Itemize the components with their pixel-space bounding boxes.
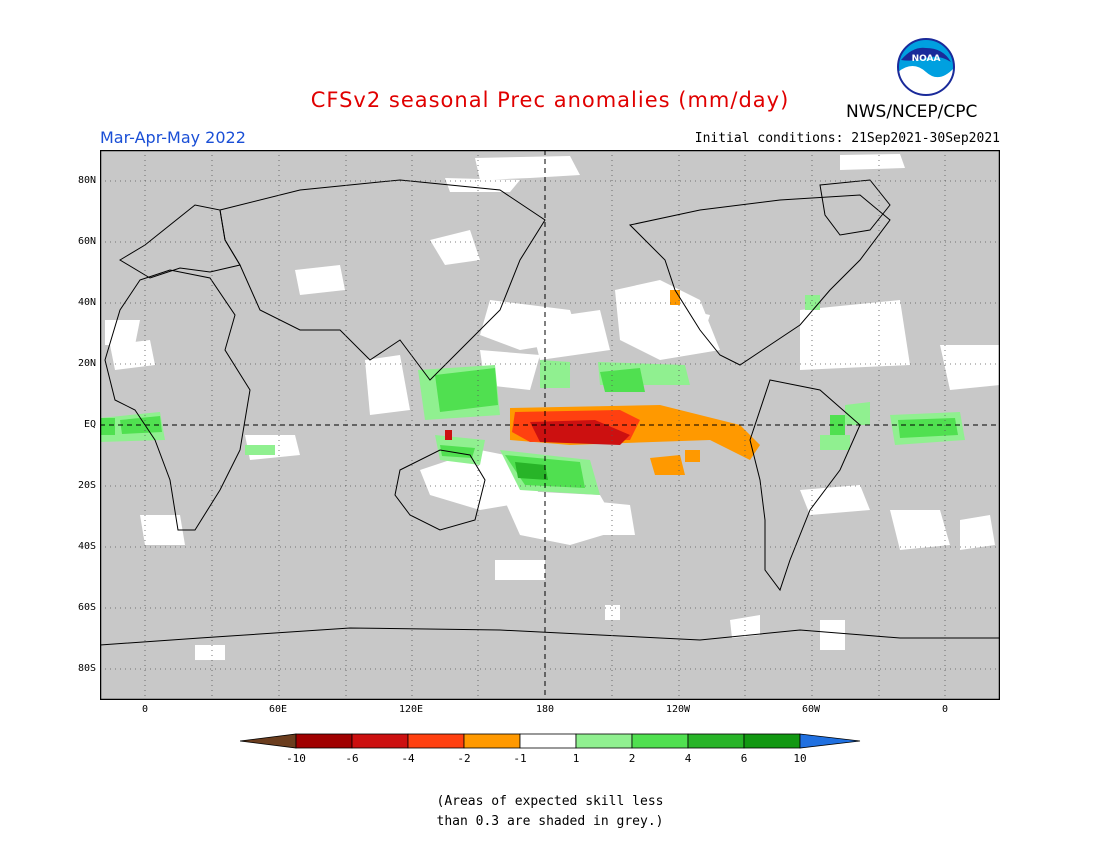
lat-label-eq: EQ (83, 419, 96, 430)
lon-label-0-east: 0 (941, 704, 949, 715)
legend-label-p1: 1 (572, 752, 580, 765)
legend-swatch-4-2 (407, 733, 465, 749)
precip-anomaly-map (100, 150, 1000, 700)
legend-swatch-2-1 (463, 733, 521, 749)
equator-dateline (100, 150, 1000, 700)
lon-label-60w: 60W (801, 704, 821, 715)
skill-footnote: (Areas of expected skill less than 0.3 a… (0, 792, 1100, 832)
green-anomaly-patches (100, 368, 958, 488)
legend-swatch-above-10 (799, 733, 861, 749)
footnote-line-2: than 0.3 are shaded in grey.) (436, 814, 664, 829)
map-title: CFSv2 seasonal Prec anomalies (mm/day) (310, 88, 790, 112)
lon-label-60e: 60E (268, 704, 288, 715)
dark-green-anomaly-patches (515, 462, 548, 480)
legend-label-m4: -4 (401, 752, 415, 765)
legend-swatch-neutral (519, 733, 577, 749)
legend-swatch-4-6 (687, 733, 745, 749)
lat-label-60n: 60N (77, 236, 96, 247)
legend-swatch-6-4 (351, 733, 409, 749)
coastlines (100, 179, 1000, 646)
lat-label-60s: 60S (77, 602, 96, 613)
noaa-logo-icon (897, 38, 955, 96)
lat-label-20n: 20N (77, 358, 96, 369)
legend-swatch-6-10 (743, 733, 801, 749)
legend-label-m2: -2 (457, 752, 471, 765)
legend-colorbar (240, 733, 861, 749)
legend-label-p4: 4 (684, 752, 692, 765)
lon-label-120w: 120W (665, 704, 691, 715)
legend-swatch-10-6 (295, 733, 353, 749)
lat-label-80s: 80S (77, 663, 96, 674)
legend-swatch-2-4 (631, 733, 689, 749)
legend-label-m6: -6 (345, 752, 359, 765)
legend-label-m10: -10 (286, 752, 306, 765)
legend-label-p2: 2 (628, 752, 636, 765)
lon-label-180: 180 (535, 704, 555, 715)
red-anomaly-patches (445, 420, 630, 445)
lat-label-40n: 40N (77, 297, 96, 308)
lat-label-40s: 40S (77, 541, 96, 552)
initial-conditions-label: Initial conditions: 21Sep2021-30Sep2021 (694, 131, 1000, 146)
legend-label-m1: -1 (513, 752, 527, 765)
organization-label: NWS/NCEP/CPC (846, 102, 978, 122)
lon-label-0-west: 0 (141, 704, 149, 715)
legend-label-p10: 10 (793, 752, 807, 765)
legend-label-p6: 6 (740, 752, 748, 765)
logo-text: NOAA (911, 54, 941, 64)
season-label: Mar-Apr-May 2022 (100, 128, 246, 147)
footnote-line-1: (Areas of expected skill less (436, 794, 664, 809)
map-frame (100, 150, 1000, 700)
legend-swatch-below-10 (240, 733, 297, 749)
lon-label-120e: 120E (398, 704, 424, 715)
legend-swatch-1-2 (575, 733, 633, 749)
lat-label-20s: 20S (77, 480, 96, 491)
lat-label-80n: 80N (77, 175, 96, 186)
